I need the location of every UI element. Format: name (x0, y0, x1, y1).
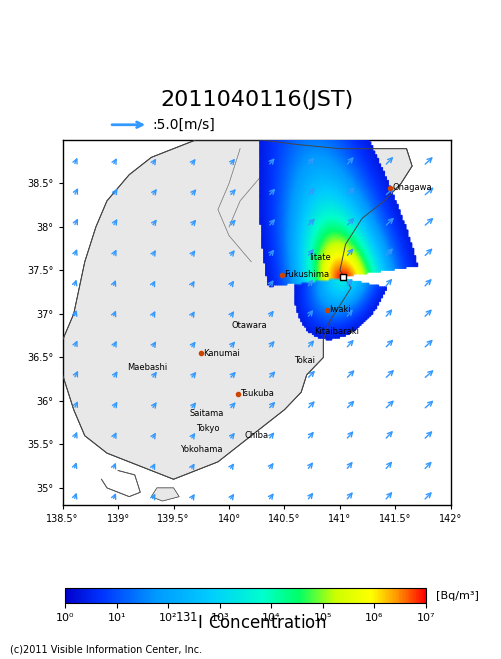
Text: Saitama: Saitama (189, 409, 223, 418)
Text: Tsukuba: Tsukuba (240, 389, 274, 399)
Text: [Bq/m³]: [Bq/m³] (436, 590, 479, 601)
Polygon shape (63, 140, 412, 479)
Text: $^{131}$I Concentration: $^{131}$I Concentration (175, 613, 326, 633)
Text: Otawara: Otawara (231, 321, 267, 330)
Text: Fukushima: Fukushima (285, 270, 330, 279)
Text: 2011040116(JST): 2011040116(JST) (160, 90, 353, 111)
Polygon shape (151, 488, 179, 501)
Polygon shape (151, 488, 179, 501)
Text: :5.0[m/s]: :5.0[m/s] (152, 118, 214, 132)
Polygon shape (63, 140, 412, 479)
Text: Kitaibaraki: Kitaibaraki (315, 327, 359, 336)
Text: Yokohama: Yokohama (180, 445, 223, 454)
Text: Iwaki: Iwaki (329, 305, 351, 314)
Text: Chiba: Chiba (244, 431, 269, 440)
Text: (c)2011 Visible Information Center, Inc.: (c)2011 Visible Information Center, Inc. (10, 644, 202, 654)
Text: Onagawa: Onagawa (392, 183, 432, 192)
Text: Maebashi: Maebashi (127, 362, 167, 372)
Text: Kanumai: Kanumai (203, 349, 240, 358)
Text: Tokai: Tokai (295, 356, 316, 364)
Text: Tokyo: Tokyo (196, 424, 219, 433)
Text: Iitate: Iitate (309, 253, 331, 262)
